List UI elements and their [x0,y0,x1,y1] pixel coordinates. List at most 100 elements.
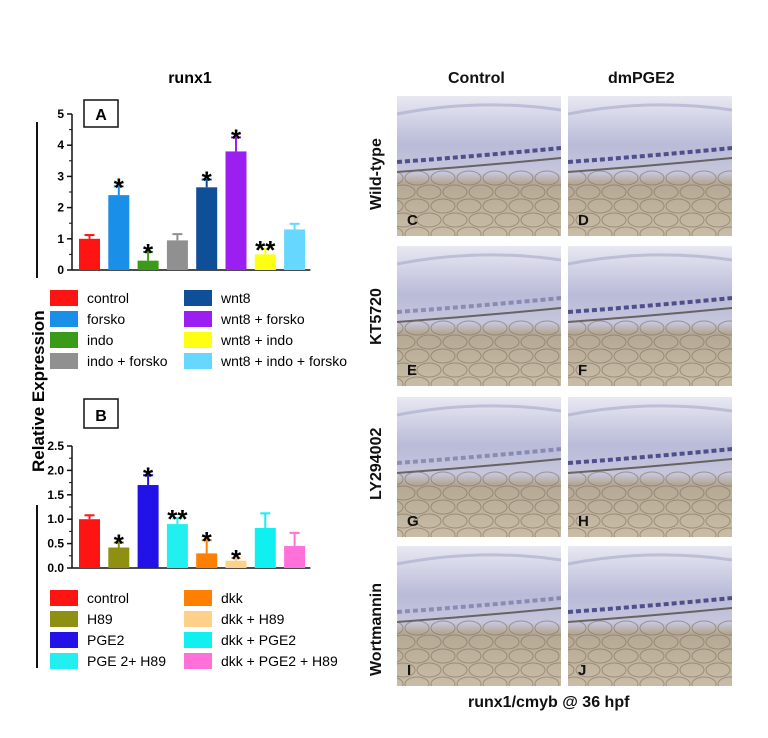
legend-label: forsko [87,311,125,327]
micrograph-panel: H [568,397,732,537]
legend-label: wnt8 + indo [220,332,293,348]
legend-swatch [50,653,78,669]
bar-dkk-pge2-h89 [284,546,306,568]
bar-wnt8-indo-forsko [284,229,306,270]
panel-letter: J [578,662,587,679]
legend-swatch [184,611,212,627]
panel-letter: E [407,362,418,379]
legend-swatch [50,632,78,648]
column-header-dmpge2: dmPGE2 [608,70,675,87]
significance-marker: ** [167,504,188,534]
legend-label: PGE 2+ H89 [87,653,166,669]
y-tick-label: 1.0 [47,512,64,526]
significance-marker: * [114,529,125,559]
chart-title-runx1: runx1 [168,70,212,87]
legend-swatch [184,311,212,327]
legend-swatch [184,653,212,669]
bar-wnt8 [196,187,218,270]
legend-label: wnt8 + indo + forsko [220,353,347,369]
chart-b: B0.00.51.01.52.02.5****** [47,398,311,575]
y-tick-label: 5 [57,107,64,121]
legend-label: wnt8 + forsko [220,311,305,327]
legend-swatch [50,590,78,606]
panel-letter: C [407,212,418,229]
legend-swatch [50,311,78,327]
bar-indo-forsko [166,240,188,270]
significance-marker: * [114,172,125,202]
legend-label: dkk [221,590,244,606]
panel-label-box [83,99,119,128]
significance-marker: * [202,166,213,196]
legend-a: control forsko indo indo + forsko wnt8 wnt8 +… [50,290,347,369]
legend-swatch [184,332,212,348]
panel-label-box [83,398,119,429]
legend-swatch [50,290,78,306]
y-tick-label: 0 [57,263,64,277]
legend-swatch [50,353,78,369]
micrograph-panel: J [568,546,732,686]
significance-marker: * [231,123,242,153]
significance-marker: * [143,461,154,491]
legend-label: dkk + PGE2 [221,632,296,648]
panel-letter: I [407,662,412,679]
legend-swatch [184,290,212,306]
legend-label: indo + forsko [87,353,168,369]
row-header-kt5720: KT5720 [368,288,385,345]
panel-label: A [95,107,107,124]
legend-swatch [50,611,78,627]
row-header-ly294002: LY294002 [368,427,385,500]
legend-swatch [184,353,212,369]
y-tick-label: 0.0 [47,561,64,575]
panel-letter: D [578,212,589,229]
legend-label: control [87,590,129,606]
bar-wnt8-forsko [225,151,247,270]
y-tick-label: 3 [57,169,64,183]
micrograph-panel: C [397,96,561,236]
legend-label: control [87,290,129,306]
legend-label: dkk + PGE2 + H89 [221,653,338,669]
legend-label: indo [87,332,114,348]
row-header-wild-type: Wild-type [368,138,385,210]
significance-marker: * [143,238,154,268]
significance-marker: ** [255,235,276,265]
y-tick-label: 4 [57,138,64,152]
bar-dkk-h89 [225,560,247,568]
panel-letter: F [578,362,588,379]
legend-swatch [50,332,78,348]
legend-label: dkk + H89 [221,611,285,627]
micrograph-panel: E [397,246,561,386]
legend-label: wnt8 [220,290,251,306]
bar-indo [137,260,159,270]
bar-control [79,238,100,270]
legend-swatch [184,590,212,606]
legend-label: H89 [87,611,113,627]
column-header-control: Control [448,70,505,87]
panel-letter: G [407,513,419,530]
bottom-caption: runx1/cmyb @ 36 hpf [468,694,630,711]
significance-marker: * [202,526,213,556]
bar-dkk-pge2 [254,527,276,568]
micrograph-panel: G [397,397,561,537]
y-tick-label: 1.5 [47,488,64,502]
legend-swatch [184,632,212,648]
bar-h89 [108,547,130,568]
y-tick-label: 2.5 [47,439,64,453]
y-axis-label: Relative Expression [29,310,48,472]
bar-dkk [196,553,218,568]
legend-label: PGE2 [87,632,125,648]
bar-pge2 [137,485,159,568]
bar-control [79,519,100,568]
micrograph-panel: D [568,96,732,236]
bar-forsko [108,195,130,270]
bar-wnt8-indo [254,254,276,270]
y-tick-label: 2 [57,201,64,215]
panel-letter: H [578,513,589,530]
legend-b: control H89 PGE2 PGE 2+ H89 dkk dkk + H89 dkk … [50,590,338,669]
y-tick-label: 1 [57,232,64,246]
y-tick-label: 2.0 [47,463,64,477]
significance-marker: * [231,544,242,574]
micrograph-panel: F [568,246,732,386]
row-header-wortmannin: Wortmannin [368,582,385,676]
